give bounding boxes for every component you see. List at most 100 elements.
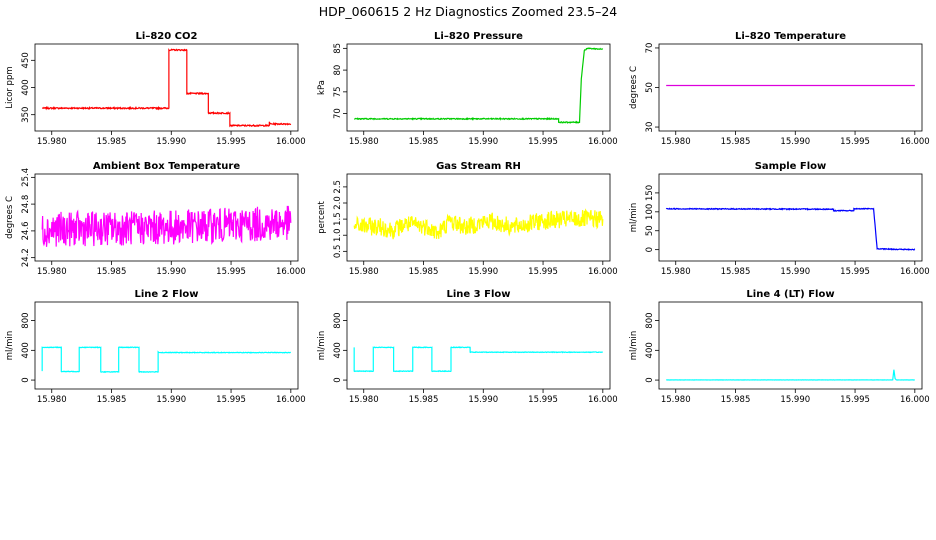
x-tick-label: 16.000 bbox=[588, 267, 618, 277]
x-tick-label: 15.995 bbox=[216, 267, 246, 277]
x-tick-label: 16.000 bbox=[276, 395, 306, 405]
x-tick-label: 15.990 bbox=[156, 395, 186, 405]
y-tick-label: 400 bbox=[21, 79, 31, 95]
y-tick-label: 80 bbox=[333, 65, 343, 76]
x-tick-label: 15.995 bbox=[216, 395, 246, 405]
chart-panel: Line 3 Flow 15.980 15.985 15.990 15.995 16.00… bbox=[317, 289, 618, 405]
chart-panel: Li–820 Temperature 15.980 15.985 15.990 15.9… bbox=[629, 31, 930, 147]
y-tick-label: 30 bbox=[645, 122, 655, 133]
y-tick-label: 0 bbox=[21, 377, 31, 382]
series-line bbox=[665, 207, 916, 251]
panel-title: Ambient Box Temperature bbox=[93, 161, 240, 172]
x-tick-label: 15.985 bbox=[409, 267, 439, 277]
x-tick-label: 15.980 bbox=[661, 395, 691, 405]
y-tick-label: 350 bbox=[21, 107, 31, 123]
y-tick-label: 25.4 bbox=[21, 168, 31, 187]
chart-panel: Ambient Box Temperature 15.980 15.985 15.99… bbox=[5, 161, 306, 277]
figure-title: HDP_060615 2 Hz Diagnostics Zoomed 23.5–… bbox=[319, 4, 618, 19]
y-tick-label: 0.5 bbox=[333, 245, 343, 259]
x-tick-label: 15.990 bbox=[156, 267, 186, 277]
plot-frame bbox=[658, 43, 923, 132]
y-tick-label: 800 bbox=[333, 312, 343, 328]
y-tick-label: 70 bbox=[645, 43, 655, 54]
series-line bbox=[353, 47, 604, 124]
x-tick-label: 16.000 bbox=[588, 137, 618, 147]
y-axis-label: ml/min bbox=[629, 203, 639, 233]
chart-panel: Sample Flow 15.980 15.985 15.990 15.995 16.00… bbox=[629, 161, 930, 277]
y-axis-label: degrees C bbox=[5, 196, 15, 239]
y-tick-label: 50 bbox=[645, 82, 655, 93]
y-tick-label: 400 bbox=[21, 342, 31, 358]
x-tick-label: 15.980 bbox=[349, 137, 379, 147]
chart-panel: Line 4 (LT) Flow 15.980 15.985 15.990 15.995… bbox=[629, 289, 930, 405]
x-tick-label: 16.000 bbox=[588, 395, 618, 405]
y-tick-label: 24.6 bbox=[21, 221, 31, 240]
y-axis-label: ml/min bbox=[629, 331, 639, 361]
y-axis-label: kPa bbox=[317, 80, 327, 95]
x-tick-label: 15.995 bbox=[216, 137, 246, 147]
x-tick-label: 16.000 bbox=[900, 137, 930, 147]
panel-title: Line 4 (LT) Flow bbox=[746, 289, 834, 300]
series-line bbox=[41, 346, 292, 374]
x-tick-label: 15.980 bbox=[37, 137, 67, 147]
plot-frame bbox=[34, 43, 299, 132]
x-tick-label: 15.985 bbox=[97, 137, 127, 147]
y-tick-label: 24.2 bbox=[21, 248, 31, 267]
y-axis-label: ml/min bbox=[5, 331, 15, 361]
series-line bbox=[42, 48, 292, 128]
y-axis-label: Licor ppm bbox=[5, 66, 15, 108]
x-tick-label: 15.980 bbox=[349, 267, 379, 277]
y-tick-label: 0 bbox=[645, 247, 655, 252]
x-tick-label: 15.985 bbox=[409, 137, 439, 147]
x-tick-label: 15.980 bbox=[349, 395, 379, 405]
series-line bbox=[353, 208, 604, 240]
x-tick-label: 16.000 bbox=[900, 395, 930, 405]
panel-title: Li–820 Pressure bbox=[434, 31, 523, 42]
y-tick-label: 0 bbox=[333, 377, 343, 382]
panel-title: Li–820 Temperature bbox=[735, 31, 846, 42]
x-tick-label: 15.995 bbox=[528, 267, 558, 277]
x-tick-label: 16.000 bbox=[276, 267, 306, 277]
plot-frame bbox=[658, 173, 923, 262]
x-tick-label: 15.985 bbox=[721, 395, 751, 405]
y-tick-label: 800 bbox=[21, 312, 31, 328]
x-tick-label: 16.000 bbox=[276, 137, 306, 147]
y-tick-label: 1.0 bbox=[333, 228, 343, 242]
panel-title: Sample Flow bbox=[755, 161, 827, 172]
x-tick-label: 15.980 bbox=[661, 267, 691, 277]
y-tick-label: 0 bbox=[645, 377, 655, 382]
chart-grid: Li–820 CO2 15.980 15.985 15.990 15.995 16.000… bbox=[5, 31, 930, 405]
x-tick-label: 15.985 bbox=[721, 267, 751, 277]
x-tick-label: 15.985 bbox=[97, 395, 127, 405]
x-tick-label: 15.985 bbox=[97, 267, 127, 277]
chart-panel: Gas Stream RH 15.980 15.985 15.990 15.995 16.… bbox=[317, 161, 618, 277]
y-tick-label: 2.5 bbox=[333, 180, 343, 194]
panel-title: Line 3 Flow bbox=[447, 289, 511, 300]
x-tick-label: 16.000 bbox=[900, 267, 930, 277]
x-tick-label: 15.990 bbox=[156, 137, 186, 147]
x-tick-label: 15.980 bbox=[37, 395, 67, 405]
x-tick-label: 15.995 bbox=[840, 395, 870, 405]
panel-title: Li–820 CO2 bbox=[136, 31, 198, 42]
x-tick-label: 15.980 bbox=[661, 137, 691, 147]
x-tick-label: 15.990 bbox=[780, 137, 810, 147]
series-line bbox=[353, 346, 603, 373]
x-tick-label: 15.995 bbox=[528, 395, 558, 405]
y-tick-label: 800 bbox=[645, 312, 655, 328]
x-tick-label: 15.990 bbox=[468, 137, 498, 147]
y-tick-label: 85 bbox=[333, 43, 343, 54]
x-tick-label: 15.995 bbox=[840, 137, 870, 147]
y-tick-label: 50 bbox=[645, 225, 655, 236]
x-tick-label: 15.990 bbox=[780, 395, 810, 405]
x-tick-label: 15.995 bbox=[528, 137, 558, 147]
y-tick-label: 75 bbox=[333, 86, 343, 97]
x-tick-label: 15.990 bbox=[468, 267, 498, 277]
chart-panel: Line 2 Flow 15.980 15.985 15.990 15.995 16.00… bbox=[5, 289, 306, 405]
y-tick-label: 450 bbox=[21, 52, 31, 68]
plot-frame bbox=[658, 301, 923, 390]
x-tick-label: 15.985 bbox=[721, 137, 751, 147]
x-tick-label: 15.990 bbox=[780, 267, 810, 277]
plot-frame bbox=[346, 43, 611, 132]
plot-frame bbox=[34, 173, 299, 262]
chart-panel: Li–820 Pressure 15.980 15.985 15.990 15.995 1… bbox=[317, 31, 618, 147]
